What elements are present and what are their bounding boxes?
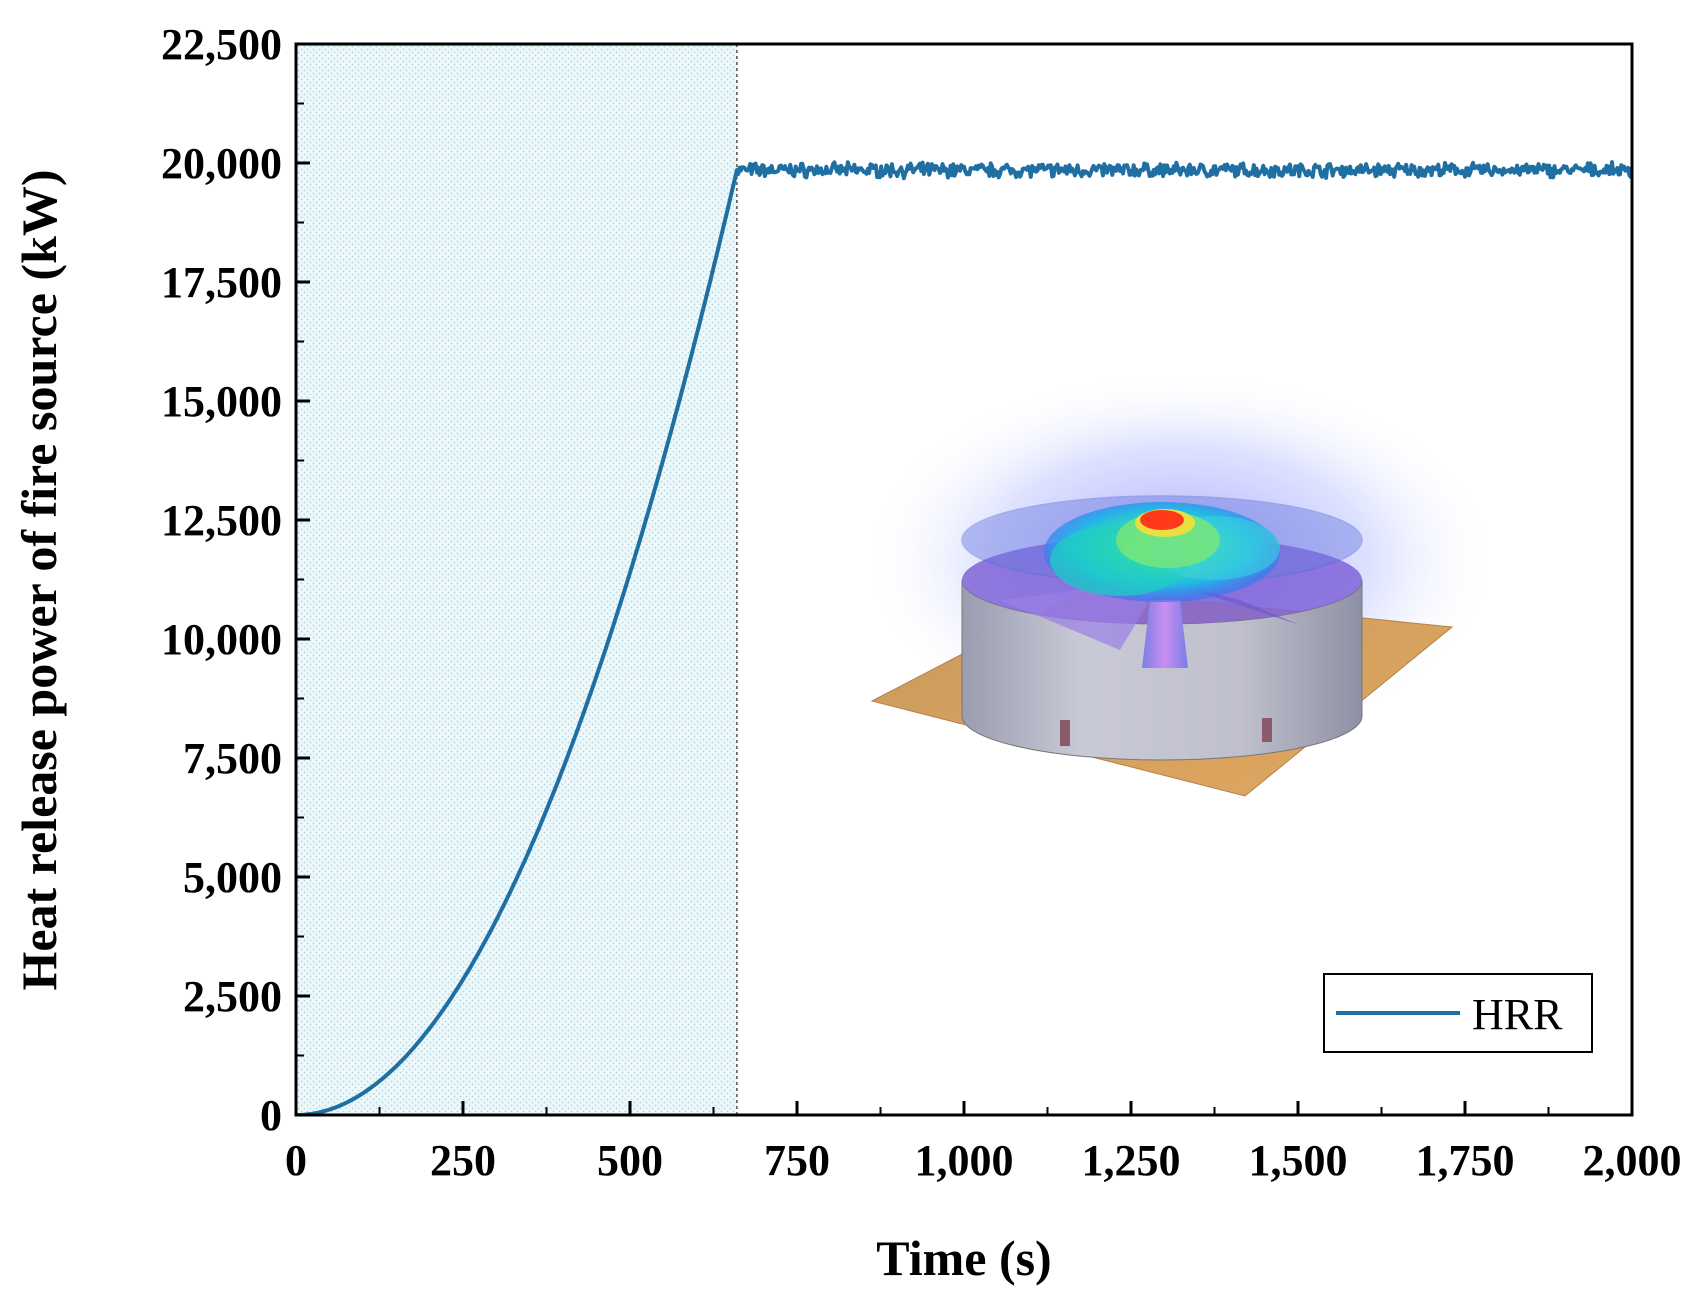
y-tick-label: 7,500 bbox=[183, 734, 282, 783]
x-axis-ticks: 0 250 500 750 1,000 1,250 1,500 1,750 2,000 bbox=[285, 1101, 1682, 1185]
y-tick-label: 12,500 bbox=[161, 496, 282, 545]
y-axis-ticks: 0 2,500 5,000 7,500 10,000 12,500 15,000 17,500… bbox=[161, 20, 310, 1140]
y-tick-label: 20,000 bbox=[161, 139, 282, 188]
x-tick-label: 250 bbox=[430, 1136, 496, 1185]
fire-simulation-render bbox=[860, 370, 1500, 797]
x-tick-label: 2,000 bbox=[1583, 1136, 1682, 1185]
x-tick-label: 500 bbox=[597, 1136, 663, 1185]
x-tick-label: 0 bbox=[285, 1136, 307, 1185]
legend-label-hrr: HRR bbox=[1472, 990, 1563, 1039]
y-tick-label: 10,000 bbox=[161, 615, 282, 664]
x-axis-title: Time (s) bbox=[876, 1230, 1051, 1286]
y-tick-label: 0 bbox=[260, 1091, 282, 1140]
x-tick-label: 1,250 bbox=[1082, 1136, 1181, 1185]
x-tick-label: 1,500 bbox=[1249, 1136, 1348, 1185]
x-tick-label: 1,000 bbox=[915, 1136, 1014, 1185]
hrr-series-line bbox=[296, 160, 1632, 1115]
legend: HRR bbox=[1323, 973, 1593, 1053]
y-tick-label: 15,000 bbox=[161, 377, 282, 426]
y-tick-label: 22,500 bbox=[161, 20, 282, 69]
growth-stage-shading bbox=[296, 44, 737, 1115]
x-tick-label: 750 bbox=[764, 1136, 830, 1185]
y-tick-label: 2,500 bbox=[183, 972, 282, 1021]
y-axis-title: Heat release power of fire source (kW) bbox=[11, 169, 67, 990]
y-tick-label: 17,500 bbox=[161, 258, 282, 307]
y-tick-label: 5,000 bbox=[183, 853, 282, 902]
x-tick-label: 1,750 bbox=[1416, 1136, 1515, 1185]
